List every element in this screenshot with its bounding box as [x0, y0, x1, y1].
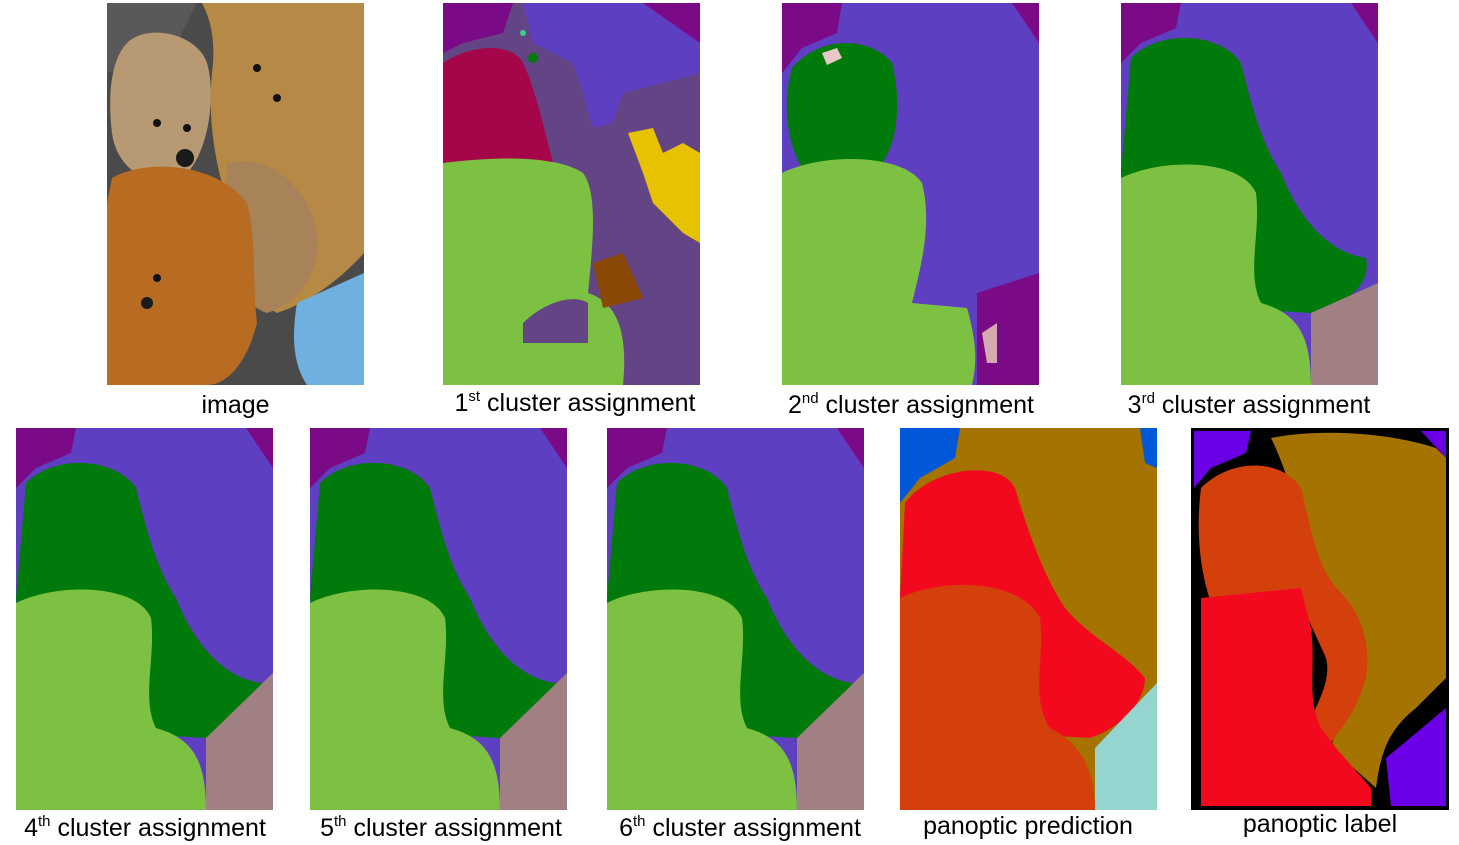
caption-cluster-6-num: 6: [619, 814, 633, 842]
caption-cluster-5-num: 5: [320, 814, 334, 842]
caption-cluster-3-suffix: cluster assignment: [1161, 391, 1371, 419]
caption-cluster-2: 2nd cluster assignment: [760, 390, 1062, 419]
caption-panoptic-label-text: panoptic label: [1242, 810, 1398, 838]
caption-panoptic-label: panoptic label: [1191, 812, 1449, 837]
caption-cluster-4: 4th cluster assignment: [0, 813, 290, 842]
cluster-map-6: [607, 428, 864, 810]
cluster-map-1-image: [443, 3, 700, 385]
caption-image-text: image: [201, 391, 270, 419]
cluster-map-4-image: [16, 428, 273, 810]
caption-cluster-1-num: 1: [454, 389, 469, 417]
caption-panoptic-prediction: panoptic prediction: [893, 814, 1163, 839]
caption-panoptic-prediction-text: panoptic prediction: [923, 812, 1133, 840]
caption-cluster-6: 6th cluster assignment: [595, 813, 885, 842]
panoptic-label-map: [1191, 428, 1449, 810]
teddy-bears-photo: [107, 3, 364, 385]
panoptic-prediction-image: [900, 428, 1157, 810]
cluster-map-5-image: [310, 428, 567, 810]
cluster-map-2: [782, 3, 1039, 385]
cluster-map-2-image: [782, 3, 1039, 385]
caption-cluster-4-sup: th: [38, 813, 51, 830]
cluster-map-6-image: [607, 428, 864, 810]
caption-cluster-3-num: 3: [1127, 391, 1142, 419]
caption-cluster-1-suffix: cluster assignment: [487, 389, 696, 417]
caption-cluster-1: 1st cluster assignment: [420, 388, 730, 417]
caption-cluster-2-num: 2: [788, 391, 802, 419]
caption-cluster-3-sup: rd: [1141, 390, 1155, 407]
panoptic-label-image: [1191, 428, 1449, 810]
cluster-map-3: [1121, 3, 1378, 385]
caption-cluster-4-num: 4: [24, 814, 38, 842]
panoptic-prediction-map: [900, 428, 1157, 810]
caption-cluster-5-sup: th: [334, 813, 347, 830]
cluster-map-5: [310, 428, 567, 810]
caption-cluster-5: 5th cluster assignment: [296, 813, 586, 842]
cluster-map-1: [443, 3, 700, 385]
input-photo-panel: [107, 3, 364, 385]
caption-cluster-2-sup: nd: [801, 390, 819, 407]
caption-image: image: [107, 393, 364, 418]
caption-cluster-4-suffix: cluster assignment: [57, 814, 266, 842]
cluster-map-3-image: [1121, 3, 1378, 385]
caption-cluster-2-suffix: cluster assignment: [825, 391, 1034, 419]
caption-cluster-5-suffix: cluster assignment: [353, 814, 562, 842]
caption-cluster-6-sup: th: [633, 813, 646, 830]
caption-cluster-3: 3rd cluster assignment: [1098, 390, 1400, 419]
caption-cluster-1-sup: st: [468, 388, 481, 405]
cluster-map-4: [16, 428, 273, 810]
caption-cluster-6-suffix: cluster assignment: [652, 814, 861, 842]
